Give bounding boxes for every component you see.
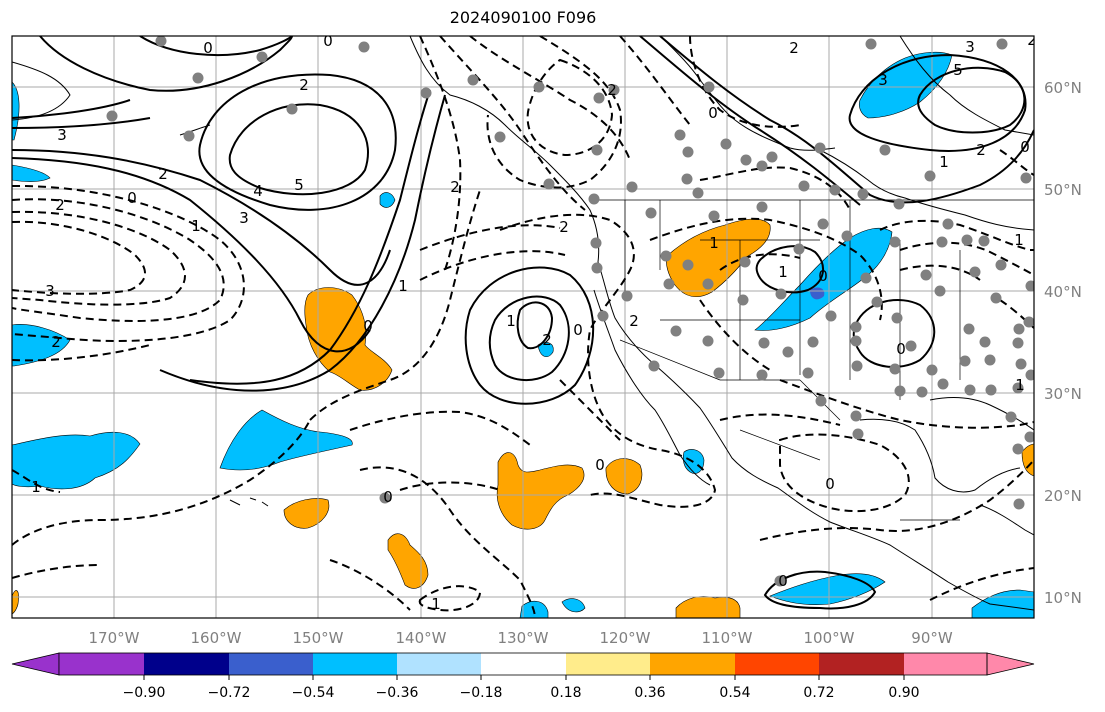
colorbar-tick-label: 0.18 — [550, 685, 581, 701]
lat-label-10: 10°N — [1044, 589, 1082, 607]
colorbar-bin — [650, 653, 735, 675]
contour-label: 0 — [708, 104, 718, 122]
lon-label-110w: 110°W — [702, 629, 753, 647]
contour-label: 1 — [506, 312, 516, 330]
contour-label: 4 — [253, 182, 263, 200]
lon-label-100w: 100°W — [804, 629, 855, 647]
contour-label: 1 — [31, 478, 41, 496]
contour-label: 1 — [1015, 376, 1025, 394]
contour-label: 1 — [191, 217, 201, 235]
latitude-labels: 10°N 20°N 30°N 40°N 50°N 60°N — [1044, 79, 1082, 607]
lon-label-120w: 120°W — [600, 629, 651, 647]
contour-label: 5 — [294, 176, 304, 194]
lat-label-20: 20°N — [1044, 487, 1082, 505]
colorbar-bin — [313, 653, 397, 675]
colorbar-tick-label: −0.72 — [208, 685, 251, 701]
colorbar-tick-label: 0.36 — [634, 685, 665, 701]
colorbar-tick-label: 0.54 — [719, 685, 750, 701]
colorbar-tick-label: −0.54 — [292, 685, 335, 701]
colorbar-tick-label: −0.36 — [376, 685, 419, 701]
lon-label-170w: 170°W — [89, 629, 140, 647]
colorbar-bin — [904, 653, 987, 675]
colorbar-tick-label: −0.90 — [123, 685, 166, 701]
colorbar-tick-label: 0.90 — [888, 685, 919, 701]
contour-label: 0 — [323, 32, 333, 50]
colorbar-bin — [229, 653, 313, 675]
solid-contours — [12, 36, 1034, 610]
longitude-labels: 170°W 160°W 150°W 140°W 130°W 120°W 110°… — [89, 629, 953, 647]
lon-label-130w: 130°W — [498, 629, 549, 647]
station-markers — [106, 36, 1034, 587]
contour-label: 3 — [878, 71, 888, 89]
contour-label: 0 — [896, 340, 906, 358]
lat-label-60: 60°N — [1044, 79, 1082, 97]
map-title: 2024090100 F096 — [449, 8, 597, 27]
contour-label: 0 — [363, 317, 373, 335]
colorbar-extend-low — [11, 652, 60, 676]
contour-label: 0 — [825, 475, 835, 493]
colorbar-bin — [59, 653, 144, 675]
contour-label: 2 — [559, 218, 569, 236]
contour-label: 0 — [203, 39, 213, 57]
colorbar-tick-label: 0.72 — [803, 685, 834, 701]
contour-label: 2 — [450, 178, 460, 196]
contour-label: 3 — [239, 209, 249, 227]
negative-anomaly-shading — [12, 51, 1034, 618]
colorbar-bin — [819, 653, 904, 675]
contour-label: 2 — [55, 196, 65, 214]
contour-label: 2 — [158, 165, 168, 183]
contour-label: 1 — [431, 595, 441, 613]
positive-anomaly-shading — [12, 218, 1034, 618]
colorbar-bin — [735, 653, 819, 675]
contour-label: 0 — [778, 572, 788, 590]
contour-label: 1 — [939, 153, 949, 171]
lat-label-50: 50°N — [1044, 181, 1082, 199]
lat-label-30: 30°N — [1044, 385, 1082, 403]
contour-value-labels: 0 0 2 3 3 2 0 1 2 4 5 3 2 1 0 2 1 2 0 1 … — [31, 31, 1037, 613]
contour-label: 2 — [629, 312, 639, 330]
lon-label-160w: 160°W — [191, 629, 242, 647]
colorbar-tick-label: −0.18 — [460, 685, 503, 701]
map-frame — [11, 35, 1035, 619]
colorbar-bin — [566, 653, 650, 675]
contour-label: 0 — [573, 321, 583, 339]
colorbar-bin — [397, 653, 481, 675]
contour-label: 3 — [57, 126, 67, 144]
colorbar-bin — [481, 653, 566, 675]
contour-label: 0 — [383, 488, 393, 506]
colorbar: −0.90 −0.72 −0.54 −0.36 −0.18 0.18 0.36 … — [11, 652, 1035, 701]
contour-label: 5 — [953, 61, 963, 79]
dashed-contours — [12, 36, 1034, 618]
lat-label-40: 40°N — [1044, 283, 1082, 301]
contour-label: 2 — [789, 39, 799, 57]
lon-label-140w: 140°W — [396, 629, 447, 647]
contour-label: 2 — [542, 331, 552, 349]
contour-label: 3 — [965, 38, 975, 56]
colorbar-bin — [144, 653, 229, 675]
contour-label: 1 — [709, 234, 719, 252]
contour-label: 1 — [778, 263, 788, 281]
lon-label-90w: 90°W — [911, 629, 953, 647]
contour-label: 2 — [1027, 31, 1037, 49]
contour-label: 2 — [607, 81, 617, 99]
colorbar-frame — [58, 652, 988, 676]
contour-label: 0 — [1020, 138, 1030, 156]
contour-label: 3 — [45, 282, 55, 300]
contour-label: 2 — [51, 333, 61, 351]
contour-label: 2 — [976, 141, 986, 159]
political-borders — [595, 199, 1034, 521]
colorbar-extend-high — [986, 652, 1035, 676]
contour-label: 1 — [398, 277, 408, 295]
contour-label: 0 — [818, 267, 828, 285]
contour-label: 0 — [595, 456, 605, 474]
lon-label-150w: 150°W — [293, 629, 344, 647]
contour-label: 0 — [127, 189, 137, 207]
contour-label: 2 — [299, 76, 309, 94]
contour-label: 1 — [1014, 231, 1024, 249]
